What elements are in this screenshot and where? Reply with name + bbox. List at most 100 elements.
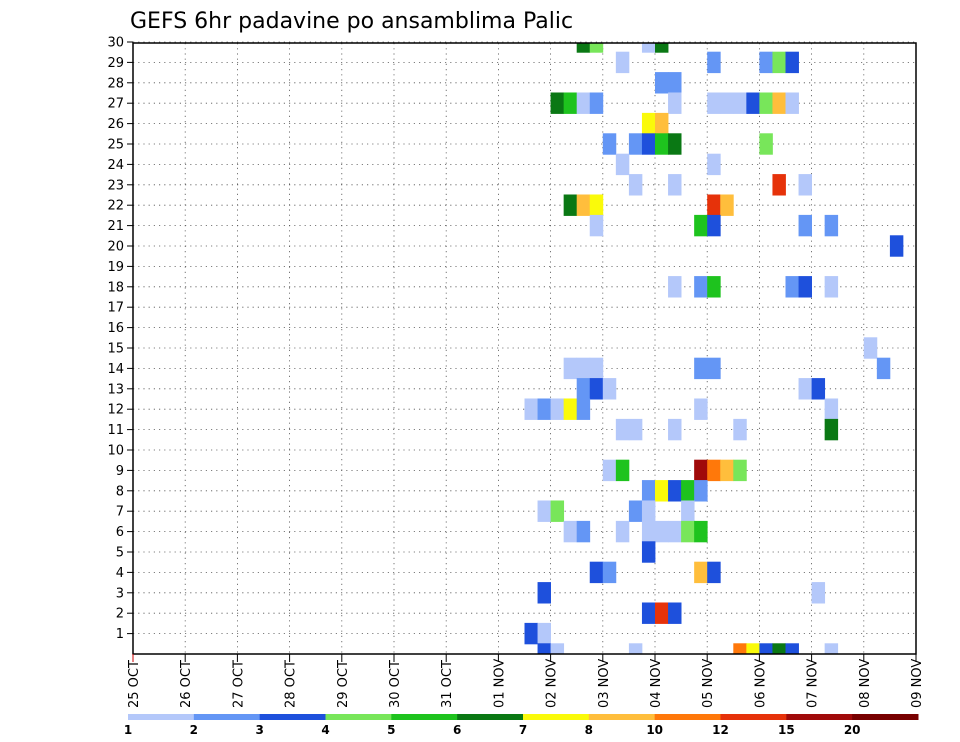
- heatmap-cell: [641, 112, 656, 135]
- colorbar-label: 5: [387, 723, 395, 737]
- x-tick-label: 02 NOV: [545, 659, 560, 708]
- y-tick-label: 20: [107, 240, 124, 255]
- y-tick-label: 16: [107, 321, 124, 336]
- x-axis-ticks: 25 OCT 26 OCT 27 OCT 28 OCT 29 OCT 30 OCT 31 O…: [127, 654, 925, 708]
- heatmap-cell: [798, 174, 812, 196]
- heatmap-cell: [707, 194, 721, 216]
- y-tick-label: 1: [116, 627, 124, 642]
- y-tick-label: 18: [107, 280, 124, 295]
- colorbar-segment: [457, 714, 524, 720]
- colorbar-segment: [391, 714, 458, 720]
- x-tick-label: 09 NOV: [910, 659, 925, 708]
- heatmap-cell: [563, 398, 578, 420]
- heatmap-cell: [641, 500, 656, 522]
- heatmap-cell: [785, 51, 799, 74]
- heatmap-cell: [798, 378, 812, 400]
- colorbar-label: 8: [585, 723, 593, 737]
- heatmap-cell: [641, 602, 656, 624]
- heatmap-cell: [746, 92, 760, 114]
- y-tick-label: 24: [107, 158, 124, 173]
- heatmap-cell: [707, 459, 721, 482]
- colorbar-label: 10: [646, 723, 663, 737]
- heatmap-cell: [641, 480, 656, 502]
- x-tick-label: 01 NOV: [492, 659, 507, 708]
- x-tick-label: 30 OCT: [388, 660, 403, 708]
- y-tick-label: 21: [107, 219, 124, 234]
- y-tick-label: 9: [116, 464, 124, 479]
- heatmap-cell: [824, 276, 839, 298]
- heatmap-cell: [550, 398, 565, 420]
- heatmap-cell: [628, 418, 643, 441]
- colorbar-label: 7: [519, 723, 527, 737]
- heatmap-cell: [576, 43, 591, 53]
- heatmap-cell: [524, 398, 538, 420]
- colorbar-segment: [588, 714, 656, 720]
- y-tick-label: 23: [107, 178, 124, 193]
- heatmap-cell: [576, 194, 591, 216]
- heatmap-cell: [733, 418, 747, 441]
- heatmap-cell: [602, 561, 617, 584]
- chart-title: GEFS 6hr padavine po ansamblima Palic: [130, 9, 573, 34]
- x-tick-label: 04 NOV: [649, 659, 664, 708]
- heatmap-cell: [668, 480, 682, 502]
- y-tick-label: 25: [107, 138, 124, 153]
- heatmap-cell: [655, 43, 669, 53]
- heatmap-cell: [589, 357, 604, 380]
- heatmap-cell: [655, 133, 669, 155]
- x-tick-label: 07 NOV: [806, 659, 821, 708]
- heatmap-cell: [785, 276, 799, 298]
- colorbar-label: 12: [712, 723, 729, 737]
- heatmap-cell: [824, 643, 839, 654]
- heatmap-cell: [772, 92, 786, 114]
- heatmap-cell: [615, 459, 630, 482]
- x-tick-label: 08 NOV: [858, 659, 873, 708]
- heatmap-cell: [707, 357, 721, 380]
- heatmap-cell: [720, 92, 734, 114]
- heatmap-cell: [707, 276, 721, 298]
- heatmap-cell: [707, 214, 721, 237]
- heatmap-cell: [589, 214, 604, 237]
- colorbar-label: 1: [124, 723, 132, 737]
- colorbar-segment: [128, 714, 195, 720]
- heatmap-cell: [889, 235, 904, 257]
- colorbar-segment: [325, 714, 392, 720]
- y-tick-label: 14: [107, 362, 124, 377]
- heatmap-cell: [681, 520, 695, 543]
- heatmap-cell: [798, 214, 812, 237]
- heatmap-cell: [694, 276, 708, 298]
- heatmap-cell: [537, 643, 551, 654]
- heatmap-cell: [694, 357, 708, 380]
- heatmap-cell: [694, 459, 708, 482]
- y-tick-label: 11: [107, 423, 124, 438]
- heatmap-cell: [863, 337, 878, 359]
- heatmap-cell: [602, 378, 617, 400]
- heatmap-cell: [759, 51, 773, 74]
- heatmap-cell: [563, 357, 578, 380]
- y-tick-label: 30: [107, 36, 124, 51]
- y-tick-label: 5: [116, 546, 124, 561]
- y-axis-ticks: 1234567891011121314151617181920212223242…: [107, 36, 133, 642]
- heatmap-cell: [655, 480, 669, 502]
- heatmap-cell: [641, 520, 656, 543]
- heatmap-cell: [668, 602, 682, 624]
- grid-lines: [133, 41, 916, 654]
- heatmap-cell: [707, 561, 721, 584]
- heatmap-cell: [694, 520, 708, 543]
- colorbar-segment: [852, 714, 919, 720]
- heatmap-cell: [772, 643, 786, 654]
- y-tick-label: 15: [107, 342, 124, 357]
- heatmap-cell: [668, 92, 682, 114]
- heatmap-cell: [707, 153, 721, 176]
- heatmap-cell: [694, 480, 708, 502]
- heatmap-cell: [668, 174, 682, 196]
- y-tick-label: 10: [107, 444, 124, 459]
- y-tick-label: 4: [116, 566, 124, 581]
- heatmap-cell: [615, 51, 630, 74]
- heatmap-cell: [824, 398, 839, 420]
- data-cells: [524, 43, 917, 654]
- heatmap-cell: [576, 378, 591, 400]
- colorbar-label: 2: [190, 723, 198, 737]
- heatmap-cell: [550, 92, 565, 114]
- heatmap-cell: [589, 194, 604, 216]
